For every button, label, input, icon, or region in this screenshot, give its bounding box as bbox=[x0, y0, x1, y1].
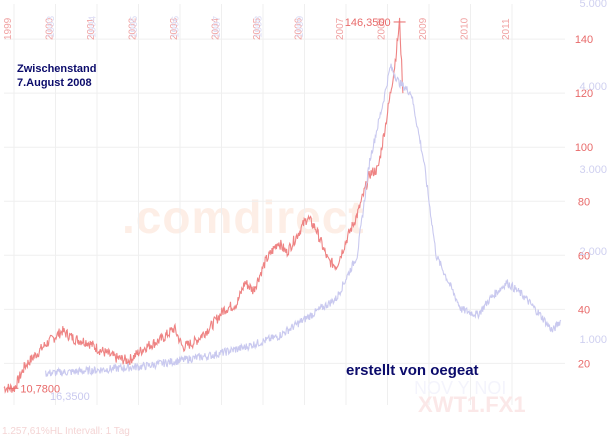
y-tick-label-secondary: 1.000 bbox=[579, 334, 607, 346]
year-label: 2010 bbox=[460, 17, 471, 40]
series-legend: NOV Y NOI bbox=[414, 378, 506, 398]
interim-title: Zwischenstand bbox=[17, 63, 97, 75]
y-tick-label: 40 bbox=[578, 304, 590, 316]
year-label-secondary: 1994 bbox=[88, 15, 99, 38]
year-label-secondary: 1999 bbox=[295, 15, 306, 38]
year-label: 2006 bbox=[294, 17, 305, 40]
year-label: 2004 bbox=[211, 17, 222, 40]
year-label-secondary: 1995 bbox=[129, 15, 140, 38]
y-tick-label: 120 bbox=[575, 88, 593, 100]
interim-date: 7.August 2008 bbox=[17, 77, 92, 89]
y-tick-label: 60 bbox=[578, 250, 590, 262]
y-tick-label-secondary: 3.000 bbox=[579, 164, 607, 176]
year-label: 2007 bbox=[335, 17, 346, 40]
secondary-start-label: 16,3500 bbox=[50, 391, 90, 403]
year-label: 2008 bbox=[377, 17, 388, 40]
y-tick-label: 140 bbox=[575, 34, 593, 46]
year-label: 2001 bbox=[86, 17, 97, 40]
year-label: 2002 bbox=[128, 17, 139, 40]
right-axis: 20 40 60 80 100 120 140 1.000 2.000 3.000 4.000 5.0… bbox=[575, 0, 607, 370]
year-label: 2009 bbox=[418, 17, 429, 40]
year-label-secondary: 1997 bbox=[212, 15, 223, 38]
interim-note: Zwischenstand 7.August 2008 bbox=[17, 62, 96, 90]
watermark: .comdirect bbox=[122, 191, 365, 243]
year-label: 2003 bbox=[169, 17, 180, 40]
year-labels: 1999 2000 2001 2002 2003 2004 2005 2006 2007 2008… bbox=[3, 15, 512, 40]
y-tick-label-secondary: 5.000 bbox=[579, 0, 607, 10]
year-label-secondary: 1993 bbox=[46, 15, 57, 38]
y-tick-label-secondary: 2.000 bbox=[579, 246, 607, 258]
year-label: 2011 bbox=[501, 18, 512, 40]
author-note: erstellt von oegeat bbox=[346, 362, 479, 379]
series-line bbox=[3, 17, 404, 394]
year-label-secondary: 1996 bbox=[171, 15, 182, 38]
y-tick-label-secondary: 4.000 bbox=[579, 81, 607, 93]
year-label: 2000 bbox=[45, 17, 56, 40]
y-tick-label: 100 bbox=[575, 142, 593, 154]
year-label-secondary: 1998 bbox=[254, 15, 265, 38]
low-label: 10,7800 bbox=[20, 383, 60, 395]
series-lines bbox=[3, 17, 562, 394]
series-line bbox=[45, 63, 562, 377]
year-label: 1999 bbox=[3, 17, 14, 40]
year-label: 2005 bbox=[252, 17, 263, 40]
peak-label: 146,3500 bbox=[345, 17, 391, 29]
y-tick-label: 80 bbox=[578, 196, 590, 208]
y-tick-label: 20 bbox=[578, 358, 590, 370]
symbol-label: XWT1.FX1 bbox=[418, 392, 526, 417]
footer-label: 1.257,61%HL Intervall: 1 Tag bbox=[2, 426, 130, 437]
